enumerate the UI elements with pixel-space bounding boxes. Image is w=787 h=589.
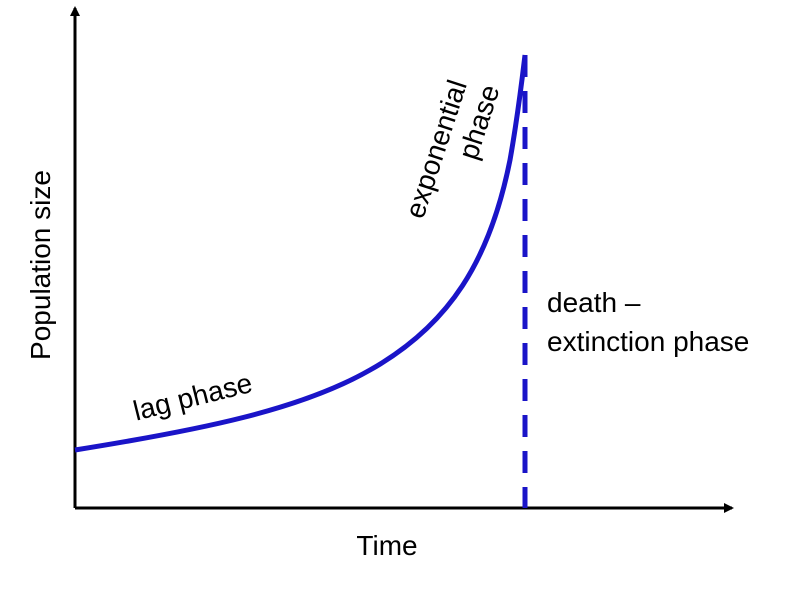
y-axis-label: Population size [25, 170, 56, 360]
x-axis-label: Time [356, 530, 417, 561]
growth-curve [74, 54, 528, 453]
phase-label: death – [547, 287, 641, 318]
phase-label: extinction phase [547, 326, 749, 357]
